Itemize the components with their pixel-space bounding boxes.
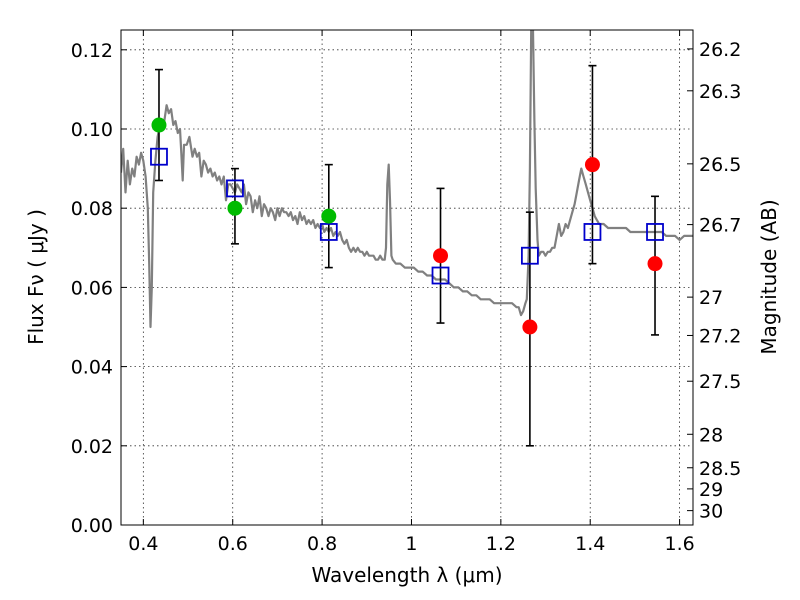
red-photometry-point	[584, 157, 600, 173]
y-tick-label: 0.02	[71, 436, 113, 458]
y-tick-label: 0.04	[71, 357, 113, 379]
model-flux-square	[583, 223, 602, 241]
y-tick-label: 0.06	[71, 277, 113, 299]
y-axis-title: Flux Fν ( μJy )	[24, 209, 48, 345]
red-photometry-point	[433, 248, 449, 264]
model-flux-square	[319, 223, 338, 241]
mag-tick-label: 27.5	[699, 371, 741, 393]
model-flux-square	[646, 223, 664, 241]
mag-tick-label: 26.3	[699, 81, 741, 103]
mag-tick-label: 30	[699, 501, 723, 523]
green-photometry-point	[321, 208, 337, 224]
model-flux-square	[150, 147, 168, 166]
mag-tick-label: 26.2	[699, 39, 741, 61]
mag-tick-label: 28.5	[699, 458, 741, 480]
x-tick-label: 0.4	[128, 533, 158, 555]
template-sed-line	[121, 30, 693, 329]
x-tick-label: 1	[405, 533, 417, 555]
green-photometry-point	[227, 200, 243, 216]
y-tick-label: 0.00	[71, 515, 113, 537]
x-tick-label: 0.8	[307, 533, 337, 555]
x-tick-label: 1.4	[575, 533, 605, 555]
x-tick-label: 1.6	[664, 533, 694, 555]
model-flux-square	[431, 266, 450, 285]
mag-tick-label: 26.5	[699, 154, 741, 176]
x-tick-label: 1.2	[486, 533, 516, 555]
plot-area	[121, 30, 693, 447]
mag-tick-label: 27	[699, 287, 723, 309]
plot-frame	[120, 29, 694, 526]
red-photometry-point	[522, 319, 538, 335]
green-photometry-point	[151, 117, 167, 133]
axes: 0.4 0.6 0.8 1 1.2 1.4 1.6 0.00 0.02 0.04 0.06 0.08 0…	[71, 30, 741, 555]
mag-tick-label: 29	[699, 479, 723, 501]
grid-lines	[121, 30, 693, 526]
x-tick-label: 0.6	[218, 533, 248, 555]
mag-tick-label: 26.7	[699, 215, 741, 237]
mag-tick-label: 27.2	[699, 325, 741, 347]
y-tick-label: 0.12	[71, 40, 113, 62]
model-flux-square	[520, 246, 539, 265]
red-photometry-point	[647, 256, 663, 272]
model-flux-square	[226, 179, 244, 198]
mag-tick-label: 28	[699, 424, 723, 446]
x-axis-title: Wavelength λ (μm)	[311, 563, 502, 587]
y-tick-label: 0.10	[71, 119, 113, 141]
y2-axis-title: Magnitude (AB)	[757, 199, 781, 354]
y-tick-label: 0.08	[71, 198, 113, 220]
